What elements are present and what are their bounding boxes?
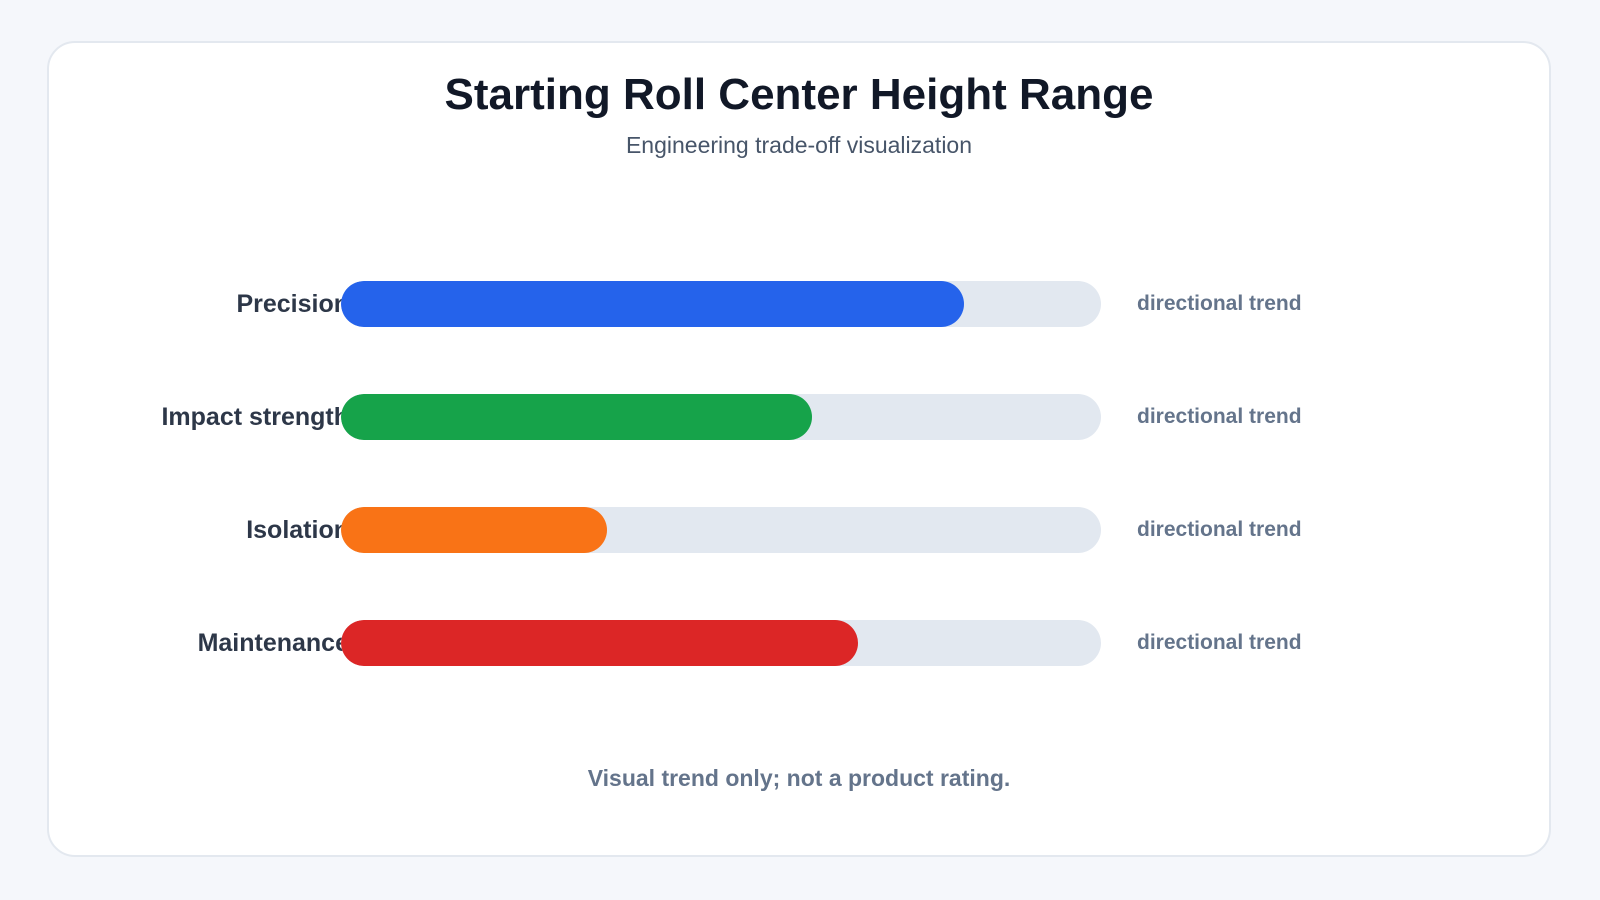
bar: [341, 507, 607, 553]
chart-subtitle: Engineering trade-off visualization: [625, 132, 973, 158]
bar-row: Precision directional trend: [49, 281, 1553, 327]
bar-track: [341, 281, 1101, 327]
chart-footnote: Visual trend only; not a product rating.: [587, 765, 1011, 791]
category-label: Isolation: [246, 516, 349, 544]
bar-track: [341, 394, 1101, 440]
bar-row: Impact strength directional trend: [49, 394, 1553, 440]
chart-card: Starting Roll Center Height Range Engine…: [47, 41, 1551, 857]
value-label: directional trend: [1137, 631, 1302, 654]
category-label: Impact strength: [161, 403, 349, 431]
category-label: Maintenance: [197, 629, 349, 657]
bar: [341, 620, 858, 666]
bar-track: [341, 507, 1101, 553]
bar-row: Isolation directional trend: [49, 507, 1553, 553]
bar-chart: Precision directional trend Impact strengt…: [49, 43, 1553, 859]
value-label: directional trend: [1137, 518, 1302, 541]
value-label: directional trend: [1137, 292, 1302, 315]
bar: [341, 394, 812, 440]
chart-title: Starting Roll Center Height Range: [444, 70, 1154, 119]
category-label: Precision: [236, 290, 349, 318]
value-label: directional trend: [1137, 405, 1302, 428]
bar: [341, 281, 964, 327]
bar-row: Maintenance directional trend: [49, 620, 1553, 666]
bar-track: [341, 620, 1101, 666]
